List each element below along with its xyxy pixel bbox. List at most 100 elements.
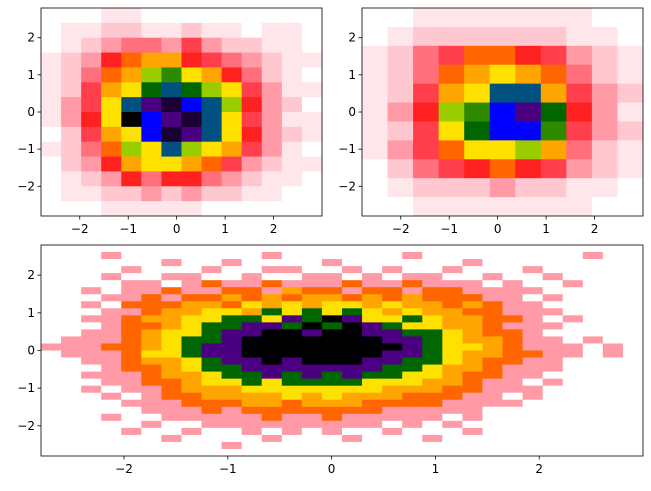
heatmap-cell xyxy=(201,37,223,53)
heatmap-cell xyxy=(101,97,122,113)
heatmap-cell xyxy=(502,406,523,415)
heatmap-cell xyxy=(161,97,182,113)
heatmap-cell xyxy=(121,201,142,217)
heatmap-cell xyxy=(464,45,491,66)
heatmap-cell xyxy=(141,280,162,288)
heatmap-cell xyxy=(261,8,283,24)
heatmap-cell xyxy=(101,82,122,98)
heatmap-cell xyxy=(522,294,544,302)
heatmap-cell xyxy=(542,266,564,274)
heatmap-cell xyxy=(522,413,544,422)
heatmap-cell xyxy=(81,427,102,436)
heatmap-cell xyxy=(562,434,584,443)
heatmap-cell xyxy=(221,22,243,39)
heatmap-cell xyxy=(101,22,122,39)
heatmap-cell xyxy=(41,385,62,394)
heatmap-cell xyxy=(161,273,182,281)
heatmap-cell xyxy=(382,301,403,309)
y-tick-label: 0 xyxy=(27,105,35,119)
heatmap-cell xyxy=(101,259,122,267)
heatmap-cell xyxy=(241,420,263,429)
heatmap-cell xyxy=(261,273,283,281)
heatmap-cell xyxy=(301,186,323,202)
heatmap-cell xyxy=(562,245,584,253)
heatmap-cell xyxy=(413,159,440,179)
heatmap-cell xyxy=(489,197,516,217)
heatmap-cell xyxy=(101,336,122,344)
heatmap-cell xyxy=(422,336,443,344)
heatmap-cell xyxy=(321,364,343,372)
heatmap-cell xyxy=(382,322,403,330)
heatmap-cell xyxy=(522,385,544,394)
heatmap-cell xyxy=(515,197,542,217)
heatmap-cell xyxy=(602,301,624,309)
heatmap-cell xyxy=(402,441,423,450)
x-tick-label: 2 xyxy=(535,462,543,476)
heatmap-cell xyxy=(261,413,283,422)
heatmap-cell xyxy=(241,22,263,39)
heatmap-cell xyxy=(181,427,202,436)
heatmap-cell xyxy=(462,273,483,281)
heatmap-cell xyxy=(81,52,102,68)
heatmap-cell xyxy=(422,371,443,380)
heatmap-cell xyxy=(241,343,263,351)
heatmap-cell xyxy=(141,399,162,408)
heatmap-cell xyxy=(522,287,544,295)
heatmap-cell xyxy=(221,434,243,443)
heatmap-cell xyxy=(221,392,243,401)
heatmap-cell xyxy=(462,280,483,288)
heatmap-cell xyxy=(402,301,423,309)
heatmap-cell xyxy=(482,329,503,337)
heatmap-cell xyxy=(422,315,443,323)
heatmap-cell xyxy=(413,64,440,85)
x-tick-label: 1 xyxy=(432,462,440,476)
heatmap-cell xyxy=(562,357,584,365)
heatmap-cell xyxy=(141,357,162,365)
heatmap-cell xyxy=(241,441,263,450)
heatmap-cells xyxy=(41,8,323,217)
heatmap-cell xyxy=(281,186,303,202)
heatmap-cell xyxy=(422,350,443,358)
heatmap-cell xyxy=(422,385,443,394)
heatmap-cell xyxy=(342,364,363,372)
heatmap-cell xyxy=(522,448,544,457)
heatmap-cell xyxy=(181,329,202,337)
x-tick-label: −2 xyxy=(392,222,410,236)
heatmap-cell xyxy=(362,8,388,28)
heatmap-cell xyxy=(181,399,202,408)
heatmap-cell xyxy=(301,171,323,187)
heatmap-cell xyxy=(181,97,202,113)
heatmap-cell xyxy=(281,97,303,113)
heatmap-cell xyxy=(542,406,564,415)
heatmap-cell xyxy=(515,26,542,47)
heatmap-cell xyxy=(342,287,363,295)
heatmap-cell xyxy=(261,392,283,401)
heatmap-cell xyxy=(582,287,604,295)
heatmap-cell xyxy=(602,273,624,281)
heatmap-cell xyxy=(540,64,567,85)
heatmap-cell xyxy=(41,82,62,98)
heatmap-cell xyxy=(482,343,503,351)
heatmap-cell xyxy=(582,343,604,351)
heatmap-cell xyxy=(321,357,343,365)
heatmap-cell xyxy=(582,399,604,408)
heatmap-cell xyxy=(542,336,564,344)
heatmap-cell xyxy=(41,315,62,323)
heatmap-cell xyxy=(321,273,343,281)
heatmap-cell xyxy=(141,294,162,302)
heatmap-cell xyxy=(582,294,604,302)
heatmap-cell xyxy=(387,121,414,141)
heatmap-cell xyxy=(281,343,303,351)
heatmap-cell xyxy=(221,141,243,157)
heatmap-cell xyxy=(442,287,463,295)
heatmap-cell xyxy=(181,434,202,443)
heatmap-cell xyxy=(442,434,463,443)
heatmap-cell xyxy=(542,448,564,457)
heatmap-cell xyxy=(301,294,323,302)
heatmap-cell xyxy=(342,245,363,253)
heatmap-cell xyxy=(241,37,263,53)
heatmap-cell xyxy=(281,301,303,309)
heatmap-cell xyxy=(362,102,388,122)
heatmap-cell xyxy=(515,140,542,160)
heatmap-cell xyxy=(602,252,624,260)
